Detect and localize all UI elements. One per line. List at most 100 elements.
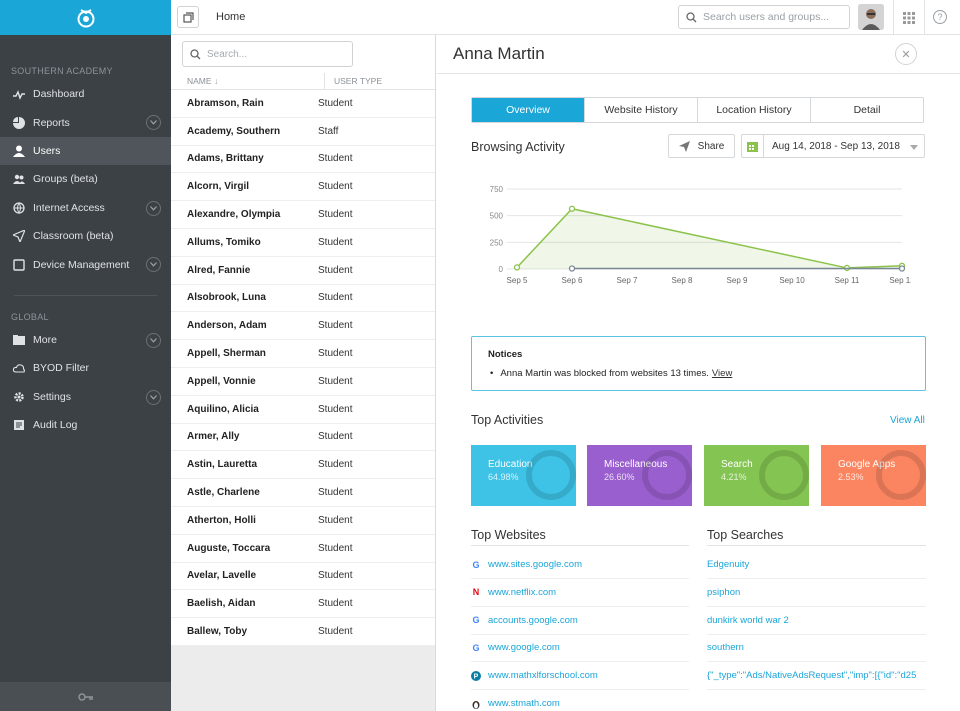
chevron-down-icon[interactable] (146, 389, 161, 405)
user-photo-icon (858, 4, 884, 30)
table-row[interactable]: Allums, Tomiko Student (171, 228, 435, 257)
table-row[interactable]: Baelish, Aidan Student (171, 590, 435, 619)
section-label-global: GLOBAL (11, 311, 49, 322)
table-row[interactable]: Alexandre, Olympia Student (171, 201, 435, 229)
activity-card-google-apps[interactable]: Google Apps 2.53% (821, 445, 926, 506)
search-term: {"_type":"Ads/NativeAdsRequest","imp":[{… (707, 670, 917, 682)
column-header-user-type[interactable]: USER TYPE (334, 76, 383, 86)
table-row[interactable]: Aquilino, Alicia Student (171, 395, 435, 424)
top-activities-title: Top Activities (471, 413, 544, 427)
tab-detail[interactable]: Detail (853, 104, 881, 116)
table-row[interactable]: Alsobrook, Luna Student (171, 284, 435, 313)
user-detail-panel: Anna Martin ✕ Overview Website History L… (437, 35, 960, 711)
table-row[interactable]: Ballew, Toby Student (171, 618, 435, 646)
user-type: Student (318, 626, 353, 638)
calendar-icon (747, 141, 758, 152)
tab-overview[interactable]: Overview (472, 98, 585, 122)
sidebar-item-byod-filter[interactable]: BYOD Filter (0, 354, 171, 382)
user-icon (13, 145, 25, 157)
windows-icon (182, 11, 194, 23)
notice-view-link[interactable]: View (711, 368, 733, 379)
activity-card-search[interactable]: Search 4.21% (704, 445, 809, 506)
breadcrumb-home[interactable]: Home (216, 11, 246, 23)
data-point (898, 265, 906, 272)
table-row[interactable]: Adams, Brittany Student (171, 145, 435, 174)
tab-location-history[interactable]: Location History (698, 98, 811, 122)
user-type: Student (318, 542, 353, 554)
column-header-name[interactable]: NAME ↓ (171, 73, 325, 89)
user-type: Student (318, 514, 353, 526)
data-point (568, 265, 576, 272)
x-tick-label: Sep 10 (779, 276, 805, 285)
top-search-item[interactable]: dunkirk world war 2 (707, 607, 926, 635)
sidebar-item-internet-access[interactable]: Internet Access (0, 194, 171, 222)
sidebar-item-more[interactable]: More (0, 326, 171, 354)
table-row[interactable]: Alred, Fannie Student (171, 256, 435, 285)
close-button[interactable]: ✕ (895, 43, 917, 65)
table-row[interactable]: Academy, Southern Staff (171, 117, 435, 146)
tab-website-history[interactable]: Website History (585, 98, 698, 122)
y-tick-label: 750 (490, 185, 504, 194)
sidebar-item-users[interactable]: Users (0, 136, 171, 166)
activity-card-miscellaneous[interactable]: Miscellaneous 26.60% (587, 445, 692, 506)
y-tick-label: 250 (490, 238, 504, 247)
list-header: NAME ↓ USER TYPE (171, 73, 435, 90)
sidebar-item-settings[interactable]: Settings (0, 383, 171, 411)
sidebar-item-classroom-beta[interactable]: Classroom (beta) (0, 222, 171, 250)
table-row[interactable]: Abramson, Rain Student (171, 90, 435, 118)
help-button[interactable]: ? (933, 10, 947, 24)
top-website-item[interactable]: www.stmath.com (471, 690, 689, 711)
table-row[interactable]: Atherton, Holli Student (171, 506, 435, 535)
x-tick-label: Sep 5 (507, 276, 528, 285)
table-row[interactable]: Appell, Sherman Student (171, 340, 435, 368)
top-search-item[interactable]: {"_type":"Ads/NativeAdsRequest","imp":[{… (707, 662, 926, 691)
sidebar-item-dashboard[interactable]: Dashboard (0, 80, 171, 108)
apps-grid-button[interactable] (893, 0, 925, 35)
website-url: www.netflix.com (488, 586, 557, 598)
top-search-item[interactable]: Edgenuity (707, 551, 926, 579)
activity-name: Education (488, 459, 533, 470)
chevron-down-icon[interactable] (146, 332, 161, 348)
data-point (513, 264, 521, 271)
table-row[interactable]: Auguste, Toccara Student (171, 534, 435, 563)
table-row[interactable]: Anderson, Adam Student (171, 312, 435, 341)
sidebar-item-reports[interactable]: Reports (0, 108, 171, 136)
user-name: Alsobrook, Luna (187, 292, 266, 304)
activity-card-education[interactable]: Education 64.98% (471, 445, 576, 506)
date-range-picker[interactable]: Aug 14, 2018 - Sep 13, 2018 (741, 134, 925, 158)
table-row[interactable]: Armer, Ally Student (171, 423, 435, 452)
view-all-link[interactable]: View All (890, 415, 925, 426)
table-row[interactable]: Astin, Lauretta Student (171, 451, 435, 480)
global-search-input[interactable]: Search users and groups... (678, 5, 850, 29)
share-button[interactable]: Share (668, 134, 735, 158)
user-search-input[interactable]: Search... (182, 41, 353, 67)
chevron-down-icon[interactable] (146, 257, 161, 273)
table-row[interactable]: Astle, Charlene Student (171, 479, 435, 507)
sidebar-collapse-button[interactable] (0, 682, 171, 711)
logo[interactable] (0, 0, 171, 35)
chevron-down-icon[interactable] (146, 115, 161, 131)
user-name: Allums, Tomiko (187, 236, 261, 248)
google-icon: G (472, 615, 480, 626)
sidebar-item-groups-beta[interactable]: Groups (beta) (0, 165, 171, 193)
top-search-item[interactable]: psiphon (707, 579, 926, 607)
top-search-item[interactable]: southern (707, 634, 926, 663)
table-row[interactable]: Alcorn, Virgil Student (171, 173, 435, 202)
user-name: Abramson, Rain (187, 97, 264, 109)
sidebar-item-audit-log[interactable]: Audit Log (0, 411, 171, 439)
activity-percent: 2.53% (838, 472, 864, 482)
category-watermark-icon (642, 450, 692, 500)
category-watermark-icon (526, 450, 576, 500)
table-row[interactable]: Appell, Vonnie Student (171, 367, 435, 396)
google-icon: G (472, 642, 480, 653)
avatar[interactable] (858, 4, 884, 30)
chevron-down-icon[interactable] (146, 200, 161, 216)
table-row[interactable]: Avelar, Lavelle Student (171, 562, 435, 591)
home-button[interactable] (177, 6, 199, 28)
sidebar-item-device-management[interactable]: Device Management (0, 250, 171, 278)
